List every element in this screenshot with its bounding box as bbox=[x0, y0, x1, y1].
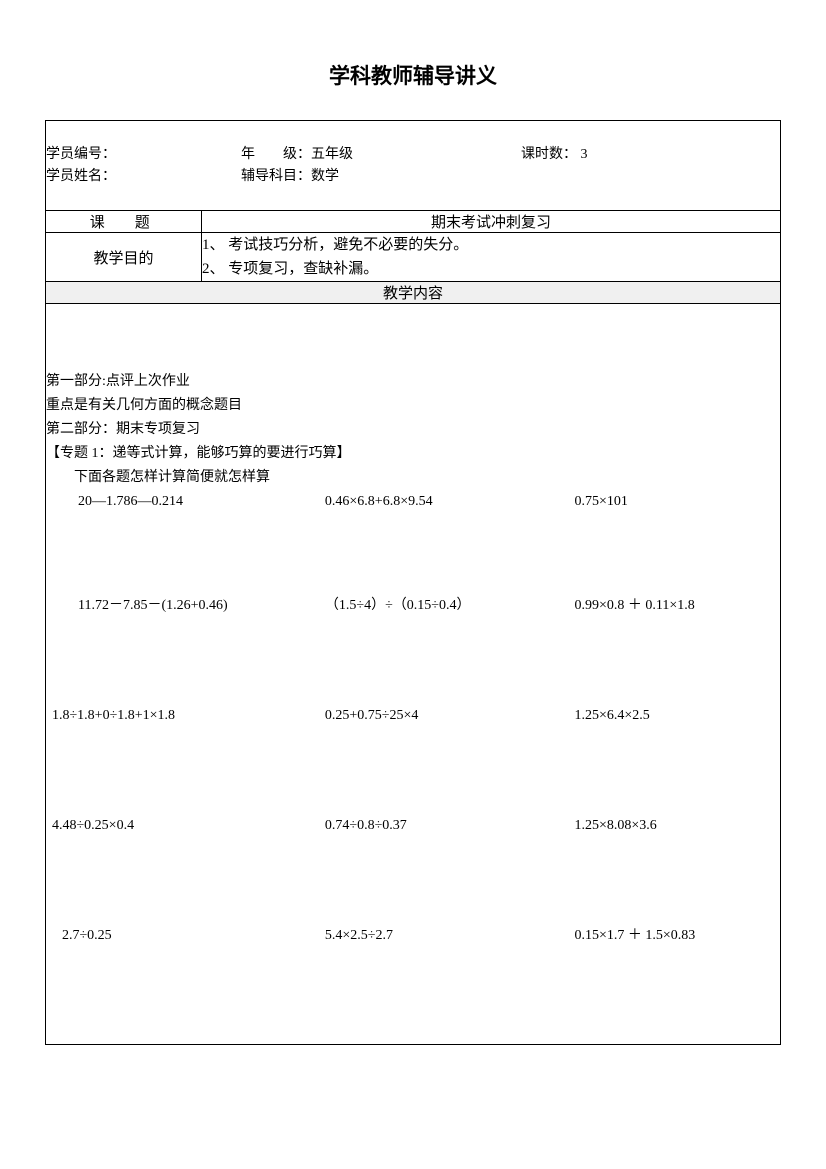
hours-label: 课时数： bbox=[521, 147, 577, 162]
exercise-1c: 0.75×101 bbox=[574, 491, 780, 513]
exercise-4a: 4.48÷0.25×0.4 bbox=[46, 815, 325, 837]
exercise-2c: 0.99×0.8 ＋ 0.11×1.8 bbox=[574, 595, 780, 617]
student-info-cell: 学员编号： 年 级：五年级 课时数： 3 学员姓名： 辅导科目：数学 bbox=[46, 121, 781, 211]
grade-label: 年 级： bbox=[241, 147, 311, 162]
grade-value: 五年级 bbox=[311, 147, 353, 162]
goal-line-1: 1、 考试技巧分析，避免不必要的失分。 bbox=[202, 233, 780, 257]
goal-label: 教学目的 bbox=[46, 233, 202, 282]
grade-field: 年 级：五年级 bbox=[241, 144, 521, 166]
subject-label: 辅导科目： bbox=[241, 169, 311, 184]
exercise-4b: 0.74÷0.8÷0.37 bbox=[325, 815, 575, 837]
student-name-label: 学员姓名： bbox=[46, 166, 241, 188]
exercise-3a: 1.8÷1.8+0÷1.8+1×1.8 bbox=[46, 705, 325, 727]
subject-field: 辅导科目：数学 bbox=[241, 166, 521, 188]
exercise-row-5: 2.7÷0.25 5.4×2.5÷2.7 0.15×1.7 ＋ 1.5×0.83 bbox=[46, 925, 780, 947]
content-section-header: 教学内容 bbox=[46, 282, 781, 304]
exercise-row-2: 11.72－7.85－(1.26+0.46) （1.5÷4）÷（0.15÷0.4… bbox=[46, 595, 780, 617]
exercise-5a: 2.7÷0.25 bbox=[46, 925, 325, 947]
exercise-row-4: 4.48÷0.25×0.4 0.74÷0.8÷0.37 1.25×8.08×3.… bbox=[46, 815, 780, 837]
page: 学科教师辅导讲义 学员编号： 年 级：五年级 课时数： 3 学员姓名： 辅导科目… bbox=[0, 0, 826, 1169]
exercise-2a: 11.72－7.85－(1.26+0.46) bbox=[46, 595, 325, 617]
exercise-block: 20—1.786—0.214 0.46×6.8+6.8×9.54 0.75×10… bbox=[46, 491, 780, 947]
student-no-label: 学员编号： bbox=[46, 144, 241, 166]
exercise-2b: （1.5÷4）÷（0.15÷0.4） bbox=[325, 595, 575, 617]
exercise-3c: 1.25×6.4×2.5 bbox=[574, 705, 780, 727]
exercise-row-3: 1.8÷1.8+0÷1.8+1×1.8 0.25+0.75÷25×4 1.25×… bbox=[46, 705, 780, 727]
document-title: 学科教师辅导讲义 bbox=[45, 60, 781, 90]
content-intro: 第一部分:点评上次作业 重点是有关几何方面的概念题目 第二部分：期末专项复习 【… bbox=[46, 371, 780, 489]
exercise-1b: 0.46×6.8+6.8×9.54 bbox=[325, 491, 575, 513]
intro-line-1: 第一部分:点评上次作业 bbox=[46, 371, 780, 393]
intro-line-3: 第二部分：期末专项复习 bbox=[46, 419, 780, 441]
intro-line-5: 下面各题怎样计算简便就怎样算 bbox=[46, 467, 780, 489]
exercise-3b: 0.25+0.75÷25×4 bbox=[325, 705, 575, 727]
lesson-table: 学员编号： 年 级：五年级 课时数： 3 学员姓名： 辅导科目：数学 课 bbox=[45, 120, 781, 1045]
exercise-5b: 5.4×2.5÷2.7 bbox=[325, 925, 575, 947]
exercise-row-1: 20—1.786—0.214 0.46×6.8+6.8×9.54 0.75×10… bbox=[46, 491, 780, 513]
exercise-1a: 20—1.786—0.214 bbox=[46, 491, 325, 513]
hours-value: 3 bbox=[581, 147, 588, 162]
subject-value: 数学 bbox=[311, 169, 339, 184]
hours-field: 课时数： 3 bbox=[521, 144, 588, 166]
topic-value: 期末考试冲刺复习 bbox=[202, 211, 781, 233]
intro-line-4: 【专题 1：递等式计算，能够巧算的要进行巧算】 bbox=[46, 443, 780, 465]
content-cell: 第一部分:点评上次作业 重点是有关几何方面的概念题目 第二部分：期末专项复习 【… bbox=[46, 304, 781, 1045]
exercise-4c: 1.25×8.08×3.6 bbox=[574, 815, 780, 837]
goal-line-2: 2、 专项复习，查缺补漏。 bbox=[202, 257, 780, 281]
goal-cell: 1、 考试技巧分析，避免不必要的失分。 2、 专项复习，查缺补漏。 bbox=[202, 233, 781, 282]
topic-label: 课 题 bbox=[46, 211, 202, 233]
intro-line-2: 重点是有关几何方面的概念题目 bbox=[46, 395, 780, 417]
exercise-5c: 0.15×1.7 ＋ 1.5×0.83 bbox=[574, 925, 780, 947]
